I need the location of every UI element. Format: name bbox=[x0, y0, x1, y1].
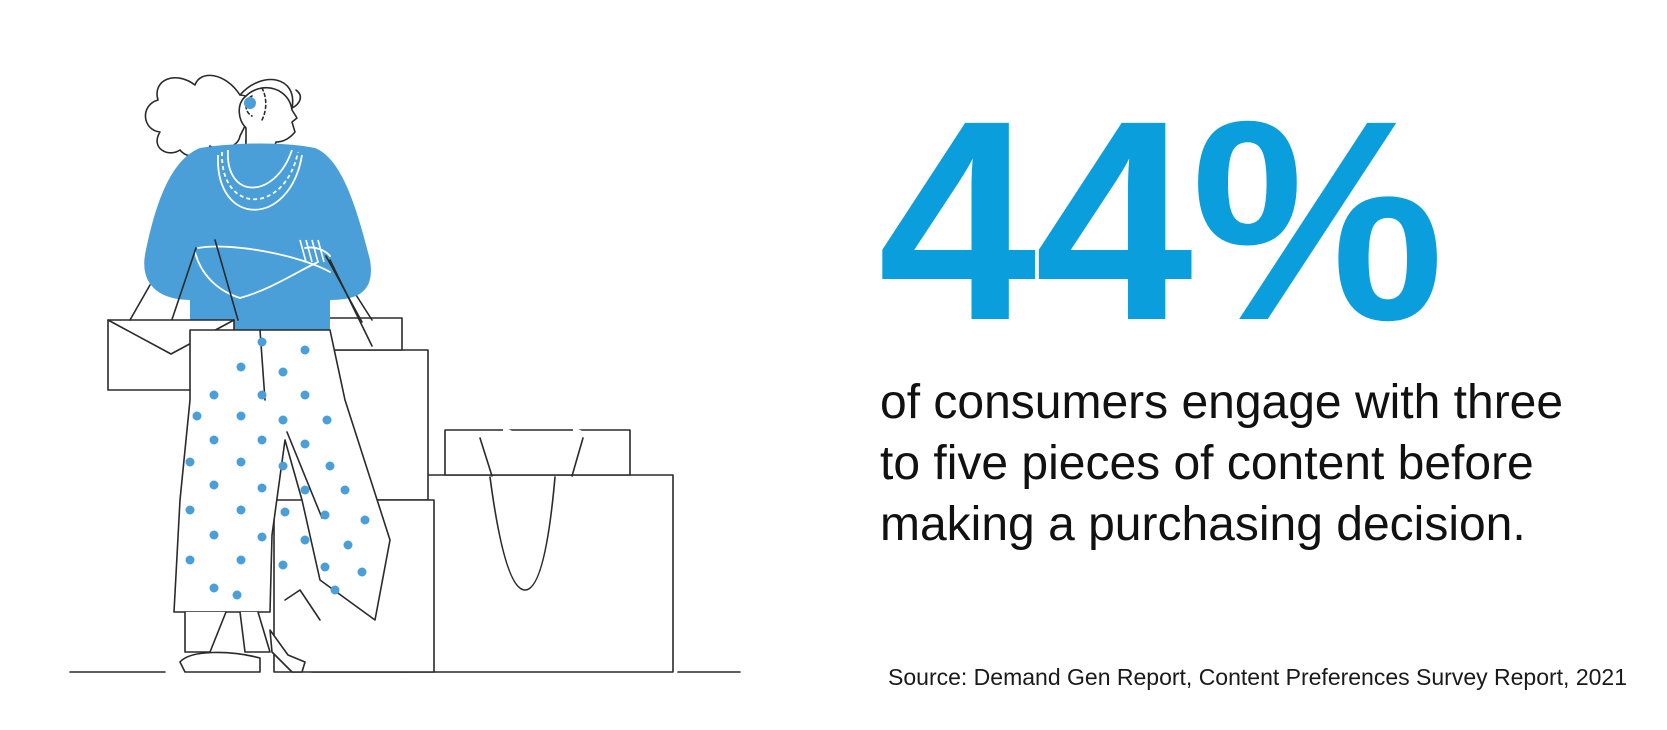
hair bbox=[144, 74, 255, 158]
stat-value: 44% bbox=[878, 62, 1444, 380]
stat-caption: of consumers engage with three to five p… bbox=[880, 376, 1564, 551]
woman-with-shopping-bags-illustration bbox=[69, 74, 741, 673]
sweater bbox=[144, 143, 371, 330]
shopping-bag-large bbox=[404, 428, 674, 673]
earring bbox=[244, 97, 256, 109]
stat-block: 44% of consumers engage with three to fi… bbox=[878, 62, 1638, 555]
pants bbox=[173, 329, 391, 621]
source-citation: Source: Demand Gen Report, Content Prefe… bbox=[888, 664, 1627, 690]
